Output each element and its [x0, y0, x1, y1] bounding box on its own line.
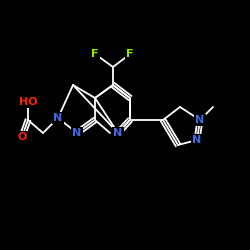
Text: F: F — [126, 49, 134, 59]
Text: N: N — [114, 128, 122, 138]
Text: N: N — [192, 135, 202, 145]
Text: F: F — [91, 49, 99, 59]
Text: O: O — [17, 132, 27, 142]
Text: N: N — [72, 128, 82, 138]
Text: HO: HO — [19, 97, 37, 107]
Text: N: N — [54, 113, 62, 123]
Text: N: N — [196, 115, 204, 125]
